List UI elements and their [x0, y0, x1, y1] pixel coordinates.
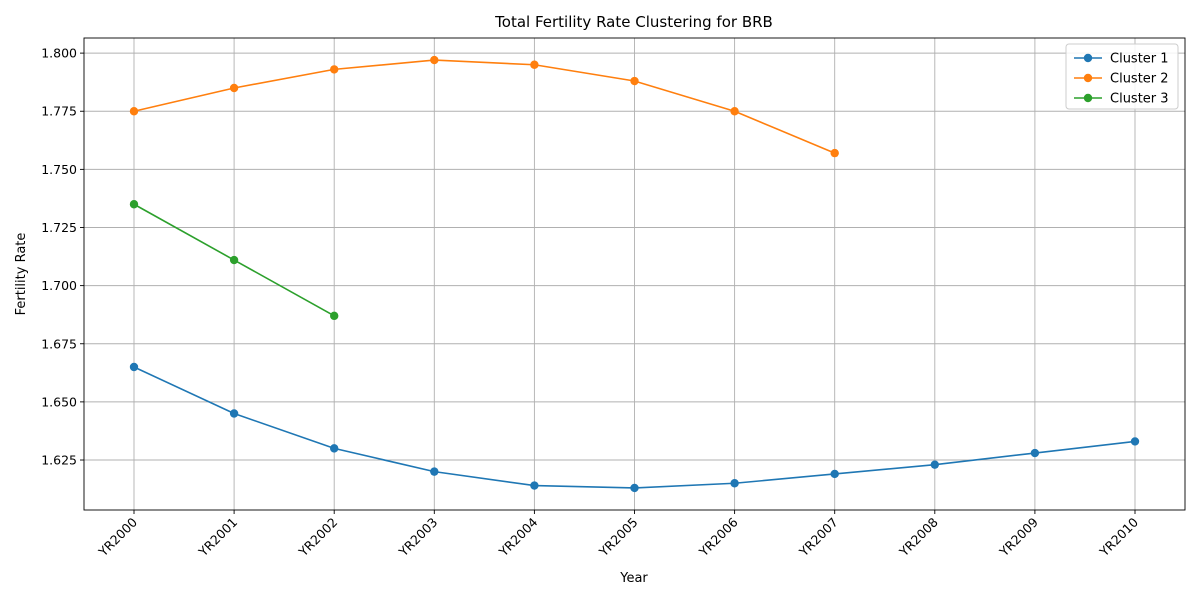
data-point	[229, 83, 239, 93]
data-point	[1130, 437, 1140, 446]
data-point	[630, 483, 639, 493]
legend-box	[1065, 43, 1179, 110]
data-point	[630, 76, 639, 86]
data-point	[1030, 448, 1040, 458]
series-2	[129, 55, 839, 158]
data-point	[530, 481, 539, 490]
legend-marker	[1083, 73, 1093, 83]
y-tick-label: 1.625	[41, 453, 77, 468]
data-point	[330, 65, 339, 74]
series-3	[129, 200, 339, 321]
data-point	[129, 107, 139, 116]
data-point	[330, 311, 339, 321]
data-point	[330, 444, 339, 453]
y-tick-label: 1.675	[41, 336, 77, 351]
data-point	[530, 60, 539, 69]
series-layer	[129, 55, 1140, 493]
x-axis-label: Year	[619, 571, 648, 586]
y-tick-label: 1.775	[41, 104, 77, 119]
chart-title: Total Fertility Rate Clustering for BRB	[494, 13, 773, 31]
series-1	[129, 362, 1140, 493]
legend-item: Cluster 1	[1074, 52, 1169, 67]
y-tick-label: 1.700	[41, 278, 77, 293]
data-point	[129, 362, 139, 372]
data-point	[229, 409, 239, 418]
data-point	[930, 460, 939, 469]
data-point	[830, 148, 839, 158]
data-point	[129, 200, 139, 209]
data-point	[229, 255, 239, 265]
y-tick-label: 1.750	[41, 162, 77, 177]
legend-label: Cluster 1	[1110, 52, 1169, 67]
data-point	[430, 467, 439, 476]
legend-marker	[1083, 53, 1093, 63]
legend-label: Cluster 2	[1110, 72, 1169, 87]
data-point	[430, 55, 439, 65]
data-point	[830, 469, 839, 479]
data-point	[730, 479, 739, 488]
y-tick-label: 1.650	[41, 394, 77, 409]
series-line	[133, 59, 836, 154]
y-axis-label: Fertility Rate	[14, 233, 29, 316]
y-axis: 1.625 1.650 1.675 1.700 1.725 1.750 1.775 1.800	[41, 46, 84, 468]
legend: Cluster 1 Cluster 2 Cluster 3	[1065, 43, 1179, 110]
legend-marker	[1083, 93, 1093, 103]
legend-item: Cluster 2	[1074, 72, 1169, 87]
data-point	[730, 107, 739, 116]
y-tick-label: 1.725	[41, 220, 77, 235]
legend-label: Cluster 3	[1110, 92, 1169, 107]
grid	[84, 38, 1185, 510]
legend-item: Cluster 3	[1074, 92, 1169, 107]
y-tick-label: 1.800	[41, 46, 77, 61]
